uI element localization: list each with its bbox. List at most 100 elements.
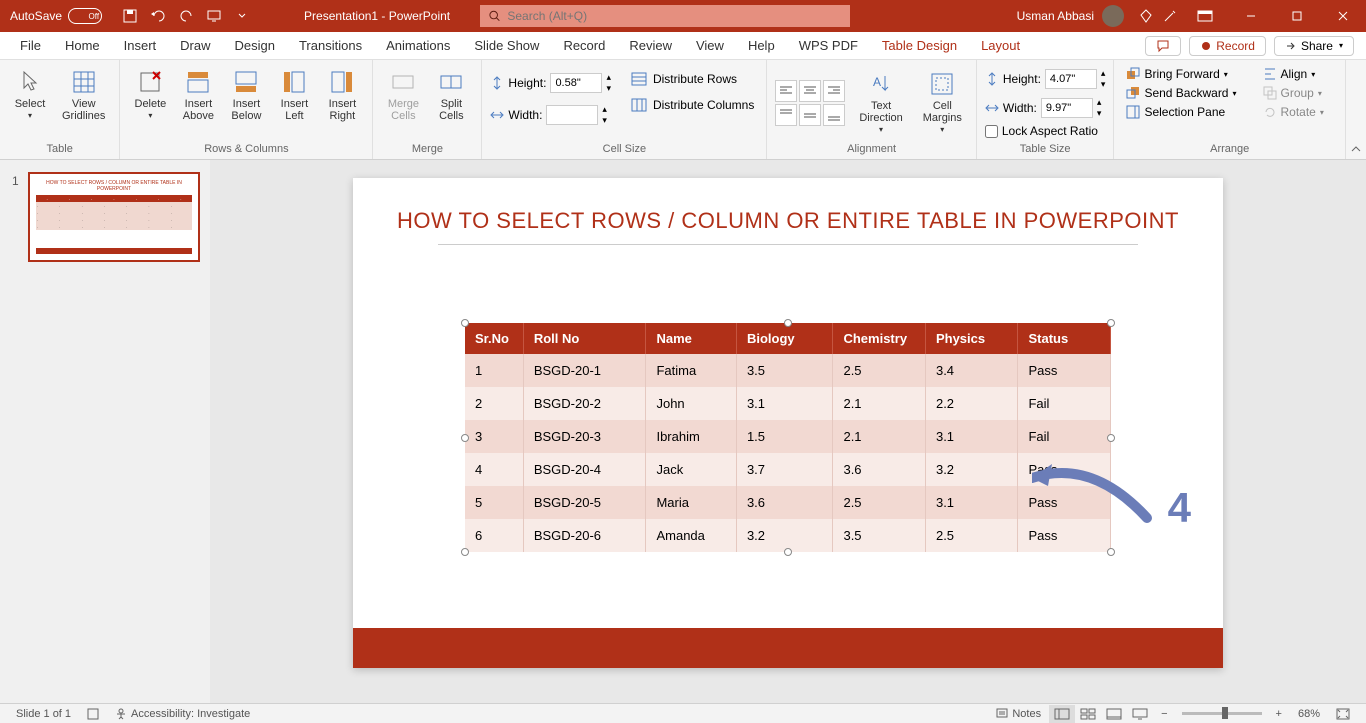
table-cell[interactable]: 3.1 bbox=[925, 420, 1018, 453]
table-cell[interactable]: John bbox=[646, 387, 736, 420]
zoom-in-button[interactable]: + bbox=[1268, 708, 1290, 720]
zoom-level[interactable]: 68% bbox=[1290, 708, 1328, 720]
table-cell[interactable]: Ibrahim bbox=[646, 420, 736, 453]
slide[interactable]: HOW TO SELECT ROWS / COLUMN OR ENTIRE TA… bbox=[353, 178, 1223, 668]
table-row[interactable]: 4BSGD-20-4Jack3.73.63.2Pass bbox=[465, 453, 1111, 486]
insert-above-button[interactable]: Insert Above bbox=[176, 64, 220, 126]
selection-handle[interactable] bbox=[1107, 319, 1115, 327]
table-height-field[interactable]: Height: ▴▾ bbox=[985, 68, 1106, 90]
slide-title[interactable]: HOW TO SELECT ROWS / COLUMN OR ENTIRE TA… bbox=[353, 208, 1223, 234]
language-indicator[interactable] bbox=[79, 708, 107, 720]
diamond-icon[interactable] bbox=[1134, 4, 1158, 28]
table-cell[interactable]: 1.5 bbox=[736, 420, 833, 453]
tab-record[interactable]: Record bbox=[551, 32, 617, 60]
search-input[interactable] bbox=[507, 9, 842, 23]
table-cell[interactable]: 5 bbox=[465, 486, 523, 519]
slideshow-view-button[interactable] bbox=[1127, 705, 1153, 723]
tab-wps-pdf[interactable]: WPS PDF bbox=[787, 32, 870, 60]
normal-view-button[interactable] bbox=[1049, 705, 1075, 723]
share-button[interactable]: Share▾ bbox=[1274, 36, 1354, 56]
maximize-button[interactable] bbox=[1274, 0, 1320, 32]
distribute-cols-button[interactable]: Distribute Columns bbox=[627, 96, 758, 114]
table-cell[interactable]: Amanda bbox=[646, 519, 736, 552]
table-cell[interactable]: 2.1 bbox=[833, 420, 926, 453]
align-center-button[interactable] bbox=[799, 80, 821, 102]
table-cell[interactable]: Jack bbox=[646, 453, 736, 486]
selection-handle[interactable] bbox=[1107, 434, 1115, 442]
close-button[interactable] bbox=[1320, 0, 1366, 32]
tab-insert[interactable]: Insert bbox=[112, 32, 169, 60]
table-row[interactable]: 5BSGD-20-5Maria3.62.53.1Pass bbox=[465, 486, 1111, 519]
align-bottom-button[interactable] bbox=[823, 104, 845, 126]
table-cell[interactable]: 3.1 bbox=[736, 387, 833, 420]
table-cell[interactable]: Maria bbox=[646, 486, 736, 519]
table-cell[interactable]: 3.2 bbox=[925, 453, 1018, 486]
table-cell[interactable]: 2 bbox=[465, 387, 523, 420]
table-header[interactable]: Roll No bbox=[523, 323, 646, 354]
table-cell[interactable]: 2.5 bbox=[833, 486, 926, 519]
table-cell[interactable]: BSGD-20-4 bbox=[523, 453, 646, 486]
table-cell[interactable]: Fail bbox=[1018, 387, 1111, 420]
align-top-button[interactable] bbox=[775, 104, 797, 126]
tab-table-design[interactable]: Table Design bbox=[870, 32, 969, 60]
present-icon[interactable] bbox=[202, 4, 226, 28]
table-cell[interactable]: 2.5 bbox=[925, 519, 1018, 552]
table-cell[interactable]: BSGD-20-6 bbox=[523, 519, 646, 552]
qat-more-icon[interactable] bbox=[230, 4, 254, 28]
table-cell[interactable]: 3.2 bbox=[736, 519, 833, 552]
table-cell[interactable]: 3.6 bbox=[833, 453, 926, 486]
collapse-ribbon-button[interactable] bbox=[1346, 60, 1366, 159]
zoom-thumb[interactable] bbox=[1222, 707, 1228, 719]
tab-home[interactable]: Home bbox=[53, 32, 112, 60]
distribute-rows-button[interactable]: Distribute Rows bbox=[627, 70, 758, 88]
tab-view[interactable]: View bbox=[684, 32, 736, 60]
selection-handle[interactable] bbox=[784, 548, 792, 556]
notes-button[interactable]: Notes bbox=[988, 708, 1049, 720]
table-cell[interactable]: BSGD-20-1 bbox=[523, 354, 646, 387]
slide-thumbnail-panel[interactable]: 1 HOW TO SELECT ROWS / COLUMN OR ENTIRE … bbox=[0, 160, 210, 703]
save-icon[interactable] bbox=[118, 4, 142, 28]
lock-aspect-checkbox[interactable]: Lock Aspect Ratio bbox=[985, 124, 1098, 138]
table-cell[interactable]: BSGD-20-3 bbox=[523, 420, 646, 453]
sorter-view-button[interactable] bbox=[1075, 705, 1101, 723]
table-cell[interactable]: Pass bbox=[1018, 354, 1111, 387]
table-cell[interactable]: 2.2 bbox=[925, 387, 1018, 420]
table-cell[interactable]: 1 bbox=[465, 354, 523, 387]
insert-below-button[interactable]: Insert Below bbox=[224, 64, 268, 126]
table-row[interactable]: 2BSGD-20-2John3.12.12.2Fail bbox=[465, 387, 1111, 420]
tab-draw[interactable]: Draw bbox=[168, 32, 222, 60]
table-cell[interactable]: Fatima bbox=[646, 354, 736, 387]
table-header[interactable]: Biology bbox=[736, 323, 833, 354]
slide-table[interactable]: Sr.NoRoll NoNameBiologyChemistryPhysicsS… bbox=[465, 323, 1111, 552]
cell-width-field[interactable]: Width: ▴▾ bbox=[490, 104, 611, 126]
table-cell[interactable]: BSGD-20-5 bbox=[523, 486, 646, 519]
table-cell[interactable]: Fail bbox=[1018, 420, 1111, 453]
table-cell[interactable]: 3 bbox=[465, 420, 523, 453]
align-middle-button[interactable] bbox=[799, 104, 821, 126]
table-cell[interactable]: 3.4 bbox=[925, 354, 1018, 387]
zoom-out-button[interactable]: − bbox=[1153, 708, 1175, 720]
tab-transitions[interactable]: Transitions bbox=[287, 32, 374, 60]
ribbon-mode-icon[interactable] bbox=[1182, 0, 1228, 32]
text-direction-button[interactable]: A Text Direction▾ bbox=[853, 66, 908, 139]
table-row[interactable]: 3BSGD-20-3Ibrahim1.52.13.1Fail bbox=[465, 420, 1111, 453]
bring-forward-button[interactable]: Bring Forward▾ bbox=[1122, 66, 1240, 82]
selection-pane-button[interactable]: Selection Pane bbox=[1122, 104, 1240, 120]
table-cell[interactable]: 3.7 bbox=[736, 453, 833, 486]
table-header[interactable]: Name bbox=[646, 323, 736, 354]
align-left-button[interactable] bbox=[775, 80, 797, 102]
slide-table-wrap[interactable]: Sr.NoRoll NoNameBiologyChemistryPhysicsS… bbox=[465, 323, 1111, 552]
align-button[interactable]: Align▾ bbox=[1259, 66, 1328, 82]
cell-margins-button[interactable]: Cell Margins▾ bbox=[917, 66, 968, 139]
autosave-switch[interactable]: Off bbox=[68, 8, 102, 24]
table-cell[interactable]: 4 bbox=[465, 453, 523, 486]
table-cell[interactable]: 3.1 bbox=[925, 486, 1018, 519]
zoom-slider[interactable] bbox=[1182, 712, 1262, 715]
table-cell[interactable]: 3.5 bbox=[736, 354, 833, 387]
comments-button[interactable] bbox=[1145, 36, 1181, 56]
table-cell[interactable]: 2.1 bbox=[833, 387, 926, 420]
selection-handle[interactable] bbox=[461, 434, 469, 442]
selection-handle[interactable] bbox=[461, 319, 469, 327]
cell-height-field[interactable]: Height: ▴▾ bbox=[490, 72, 611, 94]
undo-icon[interactable] bbox=[146, 4, 170, 28]
